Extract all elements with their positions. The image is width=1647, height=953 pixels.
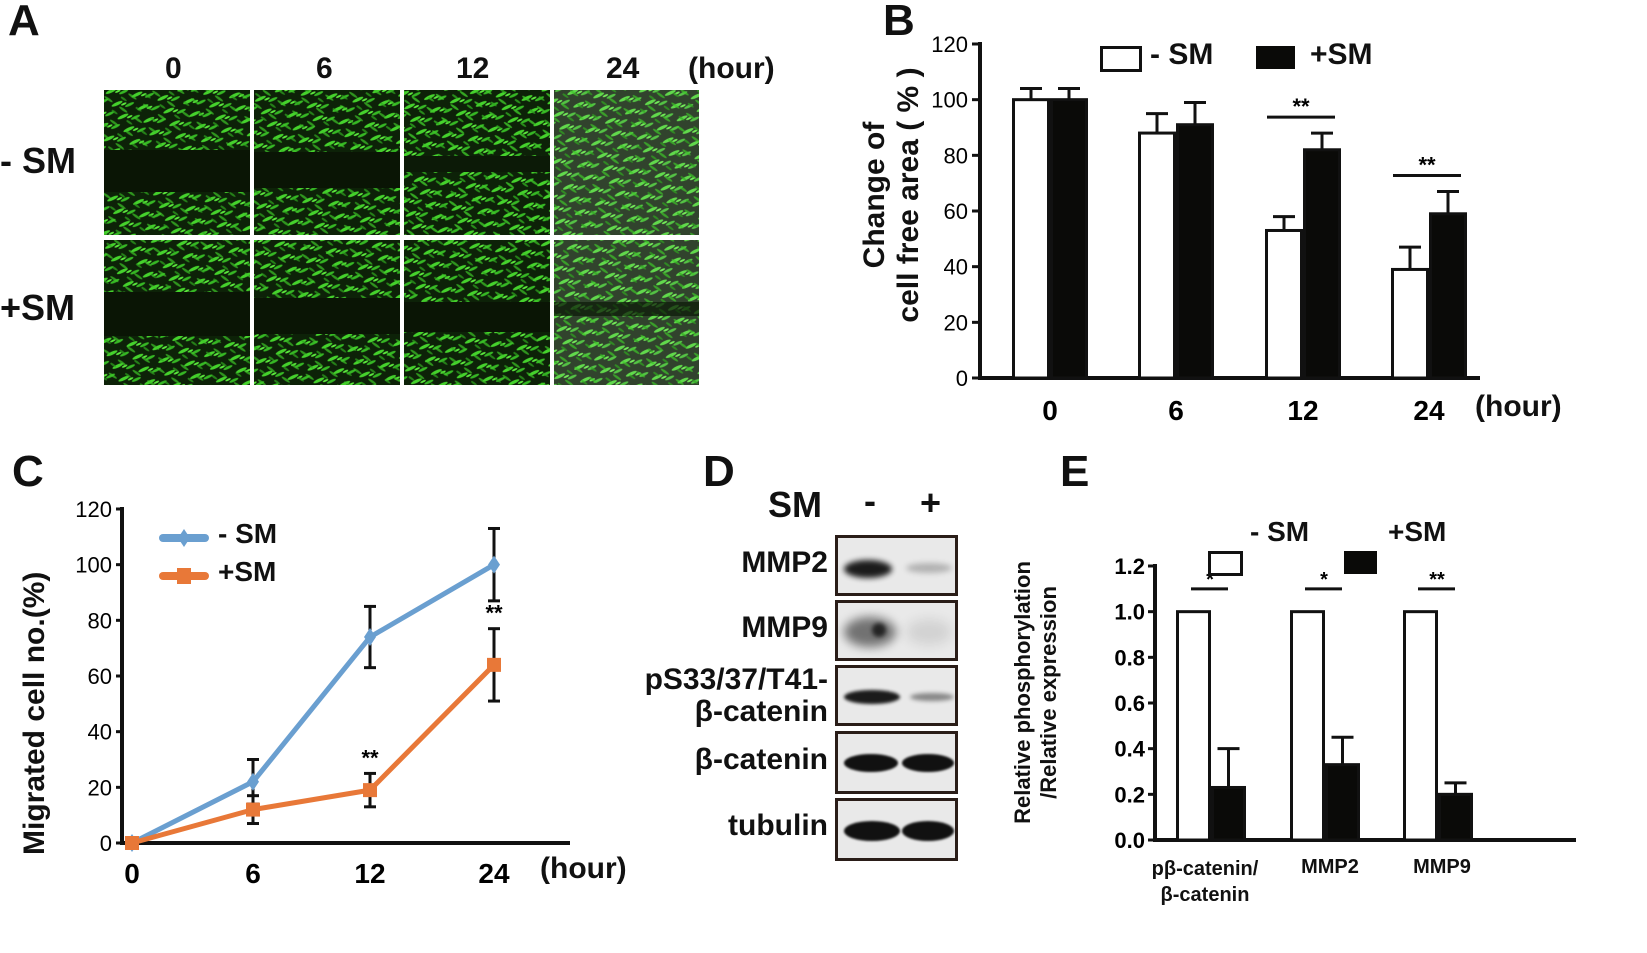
scratch-assay-micrographs <box>104 90 699 385</box>
svg-text:40: 40 <box>88 720 112 745</box>
svg-text:6: 6 <box>1168 395 1184 426</box>
svg-text:0: 0 <box>956 366 968 391</box>
svg-text:120: 120 <box>931 32 968 57</box>
panel-b-ylabel: Change of cell free area ( % ) <box>858 50 926 340</box>
panel-e-letter: E <box>1060 447 1090 496</box>
svg-text:**: ** <box>361 745 379 770</box>
legend-label-minus-sm: - SM <box>1250 516 1310 547</box>
blot-lane-minus: - <box>864 480 876 521</box>
svg-text:6: 6 <box>245 858 261 889</box>
time-unit-label: (hour) <box>688 52 775 85</box>
legend-label-plus-sm: +SM <box>218 556 277 587</box>
blot-label-mmp9: MMP9 <box>741 611 828 644</box>
legend-swatch-plus-sm <box>1344 551 1377 574</box>
blot-pbcatenin <box>835 665 958 726</box>
blot-mmp2 <box>835 535 958 596</box>
blot-lane-plus: + <box>920 482 942 523</box>
panel-e-ylabel-line1: Relative phosphorylation <box>1010 561 1035 824</box>
xlabel-line1: pβ-catenin/ <box>1151 858 1259 880</box>
panel-b-letter: B <box>883 0 915 45</box>
svg-text:24: 24 <box>478 858 510 889</box>
svg-text:24: 24 <box>1413 395 1445 426</box>
row-label-plus-sm: +SM <box>0 287 76 328</box>
svg-text:**: ** <box>1429 569 1445 591</box>
panel-c-letter: C <box>12 447 44 496</box>
panel-e-xlabel-pbcatenin: pβ-catenin/ β-catenin <box>1130 856 1280 908</box>
svg-text:0: 0 <box>124 858 140 889</box>
time-label-24: 24 <box>606 52 640 85</box>
panel-e-xlabel-mmp9: MMP9 <box>1413 856 1471 878</box>
panel-c-ylabel: Migrated cell no.(%) <box>18 571 51 855</box>
legend-label-minus-sm: - SM <box>218 518 278 549</box>
svg-text:20: 20 <box>944 310 968 335</box>
svg-text:0: 0 <box>1042 395 1058 426</box>
svg-text:*: * <box>1320 569 1328 591</box>
panel-e-xlabel-mmp2: MMP2 <box>1301 856 1359 878</box>
xlabel-line2: β-catenin <box>1160 884 1250 906</box>
legend-swatch-plus-sm <box>1256 46 1295 69</box>
svg-text:80: 80 <box>88 608 112 633</box>
svg-text:80: 80 <box>944 143 968 168</box>
svg-text:0.8: 0.8 <box>1114 645 1145 670</box>
svg-text:**: ** <box>1418 153 1436 178</box>
blot-tubulin <box>835 798 958 861</box>
time-label-12: 12 <box>456 52 490 85</box>
svg-text:0.4: 0.4 <box>1114 737 1145 762</box>
panel-c-xunit: (hour) <box>540 852 627 885</box>
legend-label-minus-sm: - SM <box>1150 38 1214 71</box>
blot-label-mmp2: MMP2 <box>741 546 828 579</box>
panel-e-plot: 0.00.20.40.60.81.01.2* * ** <box>1114 554 1576 850</box>
micrograph-row-plus-sm <box>104 240 699 385</box>
svg-text:*: * <box>1206 569 1214 591</box>
svg-text:20: 20 <box>88 775 112 800</box>
blot-bcatenin <box>835 731 958 794</box>
svg-text:**: ** <box>1292 94 1310 119</box>
micrograph-row-minus-sm <box>104 90 699 235</box>
svg-text:0: 0 <box>100 831 112 856</box>
time-label-6: 6 <box>316 52 333 85</box>
svg-text:100: 100 <box>75 553 112 578</box>
panel-a-letter: A <box>8 0 40 45</box>
svg-text:60: 60 <box>944 199 968 224</box>
svg-text:100: 100 <box>931 88 968 113</box>
svg-text:1.0: 1.0 <box>1114 600 1145 625</box>
panel-d-letter: D <box>703 447 735 496</box>
legend-label-plus-sm: +SM <box>1388 516 1447 547</box>
blot-header-sm: SM <box>768 484 822 525</box>
panel-b-ylabel-line1: Change of <box>858 121 891 269</box>
svg-text:12: 12 <box>1287 395 1318 426</box>
svg-text:120: 120 <box>75 497 112 522</box>
svg-text:0.2: 0.2 <box>1114 782 1145 807</box>
svg-text:40: 40 <box>944 255 968 280</box>
blot-mmp9 <box>835 600 958 661</box>
panel-b-plot: 0 20 40 60 80 100 120 0 6 12 24 ** ** <box>931 32 1480 426</box>
svg-text:1.2: 1.2 <box>1114 554 1145 579</box>
legend-swatch-minus-sm <box>1208 551 1243 576</box>
svg-text:0.6: 0.6 <box>1114 691 1145 716</box>
blot-label-pbcatenin-line1: pS33/37/T41- <box>644 663 828 696</box>
panel-e-ylabel: Relative phosphorylation /Relative expre… <box>1010 545 1062 840</box>
svg-text:12: 12 <box>354 858 385 889</box>
row-label-minus-sm: - SM <box>0 140 76 181</box>
panel-c-plot: 0 20 40 60 80 100 120 0 6 12 24 ** ** <box>75 497 570 889</box>
blot-label-bcatenin: β-catenin <box>694 743 828 776</box>
time-label-0: 0 <box>165 52 182 85</box>
panel-e-ylabel-line2: /Relative expression <box>1036 586 1061 799</box>
svg-text:**: ** <box>485 601 503 626</box>
blot-label-tubulin: tubulin <box>728 809 828 842</box>
svg-text:60: 60 <box>88 664 112 689</box>
panel-b-xunit: (hour) <box>1475 390 1562 423</box>
legend-swatch-minus-sm <box>1100 46 1142 72</box>
blot-label-pbcatenin-line2: β-catenin <box>694 695 828 728</box>
svg-text:0.0: 0.0 <box>1114 828 1145 850</box>
legend-label-plus-sm: +SM <box>1310 38 1373 71</box>
